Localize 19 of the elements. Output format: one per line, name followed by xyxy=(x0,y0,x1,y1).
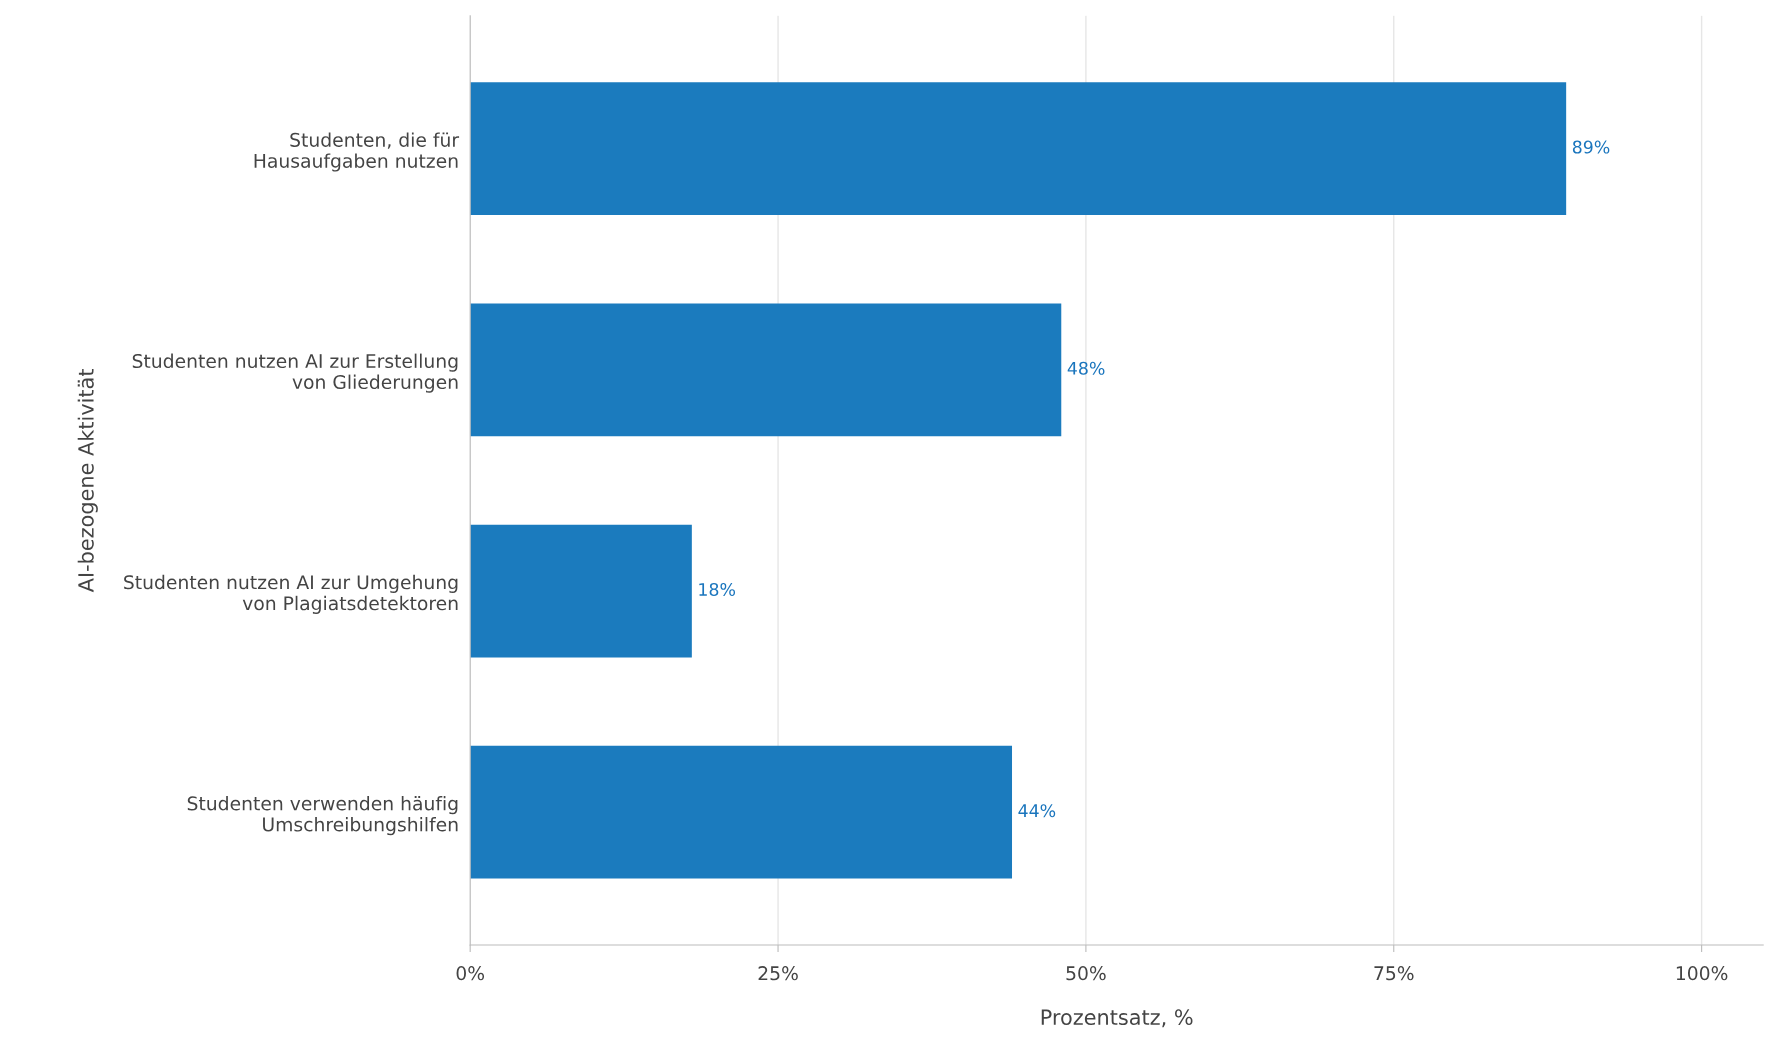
y-tick-label: Studenten nutzen AI zur Umgehung von Plagiatsdetektoren xyxy=(124,574,458,614)
bar xyxy=(470,745,1013,879)
y-tick-label: Studenten verwenden häufig Umschreibungshilfen xyxy=(187,796,458,836)
x-axis-title: Prozentsatz, % xyxy=(1041,1009,1193,1028)
y-tick-label: Studenten nutzen AI zur Erstellung von Gliederungen xyxy=(132,353,458,393)
bar xyxy=(470,303,1062,437)
data-label: 44% xyxy=(1018,804,1056,818)
x-tick-label: 0% xyxy=(456,966,485,981)
y-tick-label: Studenten, die für Hausaufgaben nutzen xyxy=(254,132,460,172)
x-tick-label: 100% xyxy=(1676,966,1728,981)
x-tick-label: 75% xyxy=(1374,966,1414,981)
y-axis-title: AI-bezogene Aktivität xyxy=(77,369,98,593)
x-tick-label: 50% xyxy=(1066,966,1106,981)
data-label: 18% xyxy=(699,582,736,597)
data-label: 89% xyxy=(1572,140,1610,154)
x-tick-label: 25% xyxy=(758,966,798,981)
data-label: 48% xyxy=(1067,361,1105,375)
bar xyxy=(470,524,692,658)
bar xyxy=(470,82,1567,215)
